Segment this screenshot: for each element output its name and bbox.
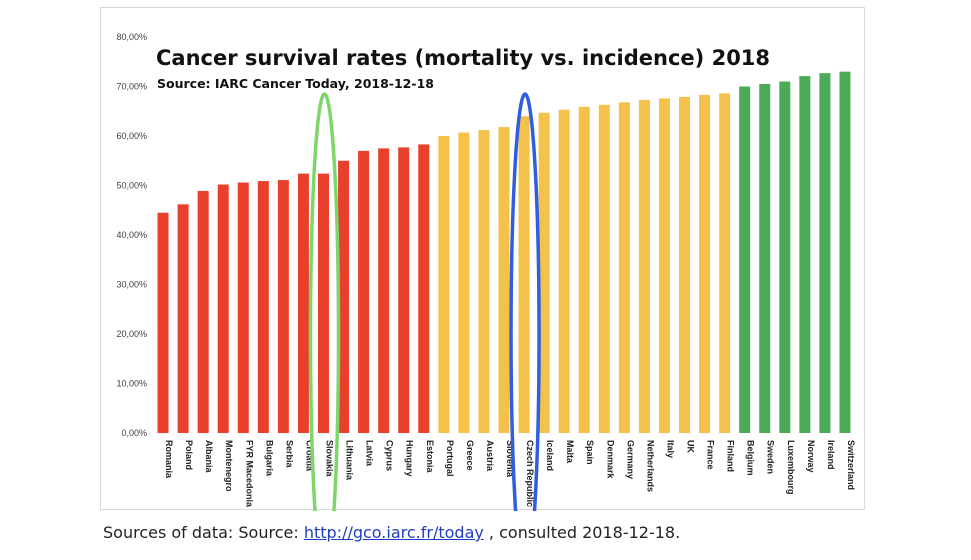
x-tick-label: Netherlands (645, 440, 655, 492)
bar (598, 104, 610, 433)
bar (338, 160, 350, 433)
source-link[interactable]: http://gco.iarc.fr/today (303, 523, 484, 542)
sources-footer: Sources of data: Source: http://gco.iarc… (103, 523, 680, 542)
footer-suffix: , consulted 2018-12-18. (483, 523, 681, 542)
x-tick-label: Iceland (545, 440, 555, 471)
bar (458, 132, 470, 433)
x-tick-label: Portugal (445, 440, 455, 477)
bar (398, 147, 410, 433)
bar (317, 173, 329, 433)
bar (177, 204, 189, 433)
bar (297, 173, 309, 433)
bar (277, 180, 289, 433)
x-axis-labels: Romania Poland Albania Montenegro FYR Macedo… (164, 440, 856, 508)
bar (558, 109, 570, 433)
bar (819, 73, 831, 433)
y-axis: 0,00% 10,00% 20,00% 30,00% 40,00% 50,00% 60,00… (116, 32, 147, 438)
highlight-ellipse (509, 92, 541, 511)
chart-frame: Cancer survival rates (mortality vs. inc… (100, 7, 865, 511)
bar (358, 150, 370, 433)
y-tick-label: 0,00% (121, 428, 147, 438)
y-tick-label: 60,00% (116, 131, 147, 141)
x-tick-label: Norway (806, 440, 816, 473)
bar (578, 106, 590, 434)
x-tick-label: Romania (164, 440, 174, 479)
x-tick-label: Bulgaria (264, 440, 274, 477)
bar-chart: Cancer survival rates (mortality vs. inc… (116, 32, 856, 511)
highlight-ellipses (308, 92, 541, 511)
x-tick-label: Austria (485, 440, 495, 472)
x-tick-label: Switzerland (846, 440, 856, 490)
bar (217, 184, 229, 433)
bar (438, 136, 450, 433)
x-tick-label: Belgium (746, 440, 756, 476)
x-tick-label: Luxembourg (786, 440, 796, 495)
bar (658, 98, 670, 433)
x-tick-label: Italy (665, 440, 675, 458)
x-tick-label: UK (686, 440, 696, 453)
bar (237, 182, 249, 433)
y-tick-label: 50,00% (116, 181, 147, 191)
chart-subtitle: Source: IARC Cancer Today, 2018-12-18 (157, 76, 434, 91)
x-tick-label: Finland (726, 440, 736, 472)
x-tick-label: Estonia (425, 440, 435, 474)
bar (257, 181, 269, 433)
bar (518, 116, 530, 433)
bar (618, 102, 630, 433)
y-tick-label: 40,00% (116, 230, 147, 240)
x-tick-label: Czech Republic (525, 440, 535, 507)
bar (378, 148, 390, 433)
y-tick-label: 20,00% (116, 329, 147, 339)
bar (779, 81, 791, 434)
x-tick-label: Latvia (365, 440, 375, 467)
x-tick-label: Serbia (284, 440, 294, 469)
bar (478, 130, 490, 433)
bar (699, 94, 711, 433)
bar (839, 71, 851, 434)
bar (759, 84, 771, 434)
x-tick-label: Sweden (766, 440, 776, 474)
x-tick-label: Slovenia (505, 440, 515, 478)
bar (739, 86, 751, 433)
y-tick-label: 80,00% (116, 32, 147, 42)
y-tick-label: 70,00% (116, 82, 147, 92)
x-tick-label: Germany (625, 440, 635, 479)
footer-prefix: Sources of data: Source: (103, 523, 304, 542)
bar (498, 127, 510, 433)
x-tick-label: Cyprus (385, 440, 395, 471)
x-tick-label: France (706, 440, 716, 470)
bar (638, 99, 650, 434)
x-tick-label: Slovakia (324, 440, 334, 478)
bar (538, 112, 550, 434)
x-tick-label: Montenegro (224, 440, 234, 492)
x-tick-label: Poland (184, 440, 194, 470)
x-tick-label: Hungary (405, 440, 415, 477)
bar (719, 93, 731, 434)
x-tick-label: Ireland (826, 440, 836, 470)
chart-title: Cancer survival rates (mortality vs. inc… (156, 46, 770, 70)
bar (157, 212, 169, 433)
y-tick-label: 30,00% (116, 280, 147, 290)
highlight-ellipse (308, 92, 341, 511)
x-tick-label: Greece (465, 440, 475, 471)
bar (799, 76, 811, 433)
x-tick-label: Denmark (605, 440, 615, 480)
x-tick-label: Albania (204, 440, 214, 474)
x-tick-label: Lithuania (345, 440, 355, 481)
bar (418, 144, 430, 434)
x-tick-label: Croatia (304, 440, 314, 472)
bar (197, 190, 209, 433)
x-tick-label: FYR Macedonia (244, 440, 254, 508)
bar (679, 96, 691, 434)
x-tick-label: Spain (585, 440, 595, 465)
bars (157, 71, 851, 434)
y-tick-label: 10,00% (116, 379, 147, 389)
x-tick-label: Malta (565, 440, 575, 464)
